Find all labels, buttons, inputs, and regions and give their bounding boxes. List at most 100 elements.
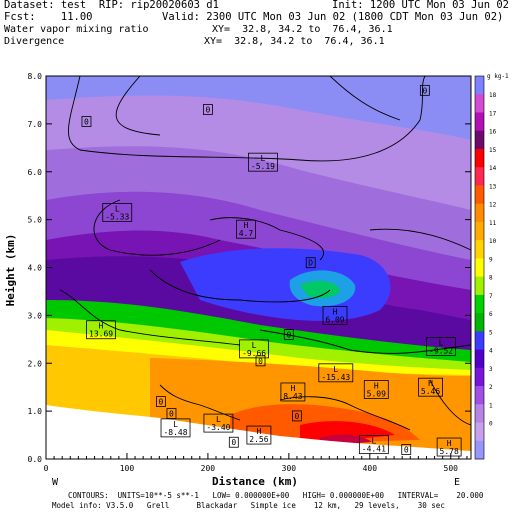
svg-text:8.43: 8.43 xyxy=(283,392,302,401)
colorbar-swatch xyxy=(475,185,484,205)
y-tick-label: 2.0 xyxy=(28,359,43,368)
extremum-label: 0 xyxy=(255,355,266,367)
extremum-label: L-3.40 xyxy=(203,413,234,433)
x-end-label-east: E xyxy=(454,477,460,488)
extremum-label: L-15.43 xyxy=(318,363,354,383)
extremum-label: L-5.19 xyxy=(248,152,278,172)
field1-name: Water vapor mixing ratio xyxy=(4,24,149,35)
extremum-label: H8.43 xyxy=(280,382,306,402)
svg-text:0: 0 xyxy=(258,357,263,366)
svg-text:D: D xyxy=(308,259,313,268)
mixing-ratio-field xyxy=(46,76,471,459)
svg-text:5.78: 5.78 xyxy=(440,447,459,456)
extremum-label: H5.09 xyxy=(363,380,389,399)
colorbar-label: 3 xyxy=(489,366,493,373)
svg-text:0: 0 xyxy=(295,412,300,421)
extremum-label: H13.69 xyxy=(86,320,116,340)
colorbar-swatch xyxy=(475,422,484,442)
svg-text:H: H xyxy=(447,439,452,448)
svg-text:H: H xyxy=(244,221,249,230)
extremum-label: D xyxy=(305,257,316,269)
colorbar-swatch xyxy=(475,221,484,241)
x-tick-label: 0 xyxy=(44,464,49,473)
colorbar-swatch xyxy=(475,112,484,132)
colorbar-swatch xyxy=(475,130,484,150)
svg-text:H: H xyxy=(374,382,379,391)
svg-text:-3.40: -3.40 xyxy=(206,423,230,432)
svg-text:0: 0 xyxy=(286,331,291,340)
svg-text:13.69: 13.69 xyxy=(89,330,113,339)
svg-text:H: H xyxy=(290,384,295,393)
svg-text:0: 0 xyxy=(84,117,89,126)
extremum-label: L-5.33 xyxy=(102,203,133,222)
extremum-label: 0 xyxy=(292,410,302,422)
colorbar-swatch xyxy=(475,313,484,332)
colorbar-label: 14 xyxy=(489,165,497,172)
extremum-label: 0 xyxy=(283,329,294,340)
svg-text:L: L xyxy=(115,204,120,213)
extremum-label: 0 xyxy=(419,84,430,96)
dataset-line: Dataset: test RIP: rip20020603 d1 xyxy=(4,0,219,11)
colorbar-swatch xyxy=(475,349,484,369)
extremum-label: 0 xyxy=(401,444,412,455)
extremum-label: H2.56 xyxy=(246,425,272,445)
svg-text:L: L xyxy=(333,365,338,374)
colorbar-swatch xyxy=(475,94,484,113)
svg-text:H: H xyxy=(333,307,338,316)
extremum-label: H5.46 xyxy=(418,377,443,397)
svg-text:-9.66: -9.66 xyxy=(242,349,266,358)
y-tick-label: 7.0 xyxy=(28,120,43,129)
svg-text:2.56: 2.56 xyxy=(249,435,268,444)
extremum-label: L-4.41 xyxy=(358,435,389,455)
y-tick-label: 4.0 xyxy=(28,264,43,273)
colorbar-label: 2 xyxy=(489,384,493,391)
terrain-mask xyxy=(46,405,471,459)
field2-xy: XY= 32.8, 34.2 to 76.4, 36.1 xyxy=(204,36,385,47)
extremum-label: H6.09 xyxy=(322,305,348,325)
colorbar-label: 4 xyxy=(489,348,493,355)
extremum-label: 0 xyxy=(81,116,92,127)
extremum-label: H4.7 xyxy=(236,219,256,239)
svg-text:0: 0 xyxy=(169,410,174,419)
colorbar-swatch xyxy=(475,203,484,223)
svg-text:-4.41: -4.41 xyxy=(362,445,386,454)
colorbar-label: 6 xyxy=(489,311,493,318)
colorbar-label: 5 xyxy=(489,329,493,336)
svg-text:L: L xyxy=(216,415,221,424)
colorbar-label: 13 xyxy=(489,183,497,190)
footer-model-info: Model info: V3.5.0 Grell Blackadar Simpl… xyxy=(52,501,445,510)
svg-text:L: L xyxy=(439,338,444,347)
x-end-label-west: W xyxy=(52,477,59,488)
svg-text:-5.19: -5.19 xyxy=(251,162,275,171)
colorbar-swatch xyxy=(475,331,484,351)
footer-contours: CONTOURS: UNITS=10**-5 s**-1 LOW= 0.0000… xyxy=(68,491,484,500)
svg-text:0: 0 xyxy=(422,86,427,95)
svg-text:0: 0 xyxy=(404,445,409,454)
extremum-label: L-9.66 xyxy=(239,339,269,359)
y-tick-label: 3.0 xyxy=(28,311,43,320)
svg-text:H: H xyxy=(256,427,261,436)
colorbar-label: 11 xyxy=(489,220,497,227)
colorbar-label: 8 xyxy=(489,275,493,282)
svg-text:L: L xyxy=(261,154,266,163)
y-tick-label: 5.0 xyxy=(28,216,43,225)
colorbar-swatch xyxy=(475,167,484,186)
x-tick-label: 200 xyxy=(201,464,216,473)
extremum-label: L-9.52 xyxy=(426,337,456,356)
x-tick-label: 400 xyxy=(363,464,378,473)
extremum-label: 0 xyxy=(156,396,166,407)
colorbar-swatch xyxy=(475,258,484,278)
colorbar-swatch xyxy=(475,294,484,314)
colorbar-swatch xyxy=(475,76,484,95)
y-axis-label: Height (km) xyxy=(4,234,17,307)
colorbar-label: 18 xyxy=(489,92,497,99)
colorbar-unit: g kg-1 xyxy=(487,73,509,80)
x-axis-label: Distance (km) xyxy=(212,475,298,488)
svg-text:-9.52: -9.52 xyxy=(429,346,453,355)
colorbar-label: 0 xyxy=(489,421,493,428)
svg-text:0: 0 xyxy=(205,106,210,115)
axis-ticks: 0.0 1.0 2.0 3.0 4.0 5.0 6.0 7.0 8.0 0 100 200 300 400… xyxy=(28,72,471,473)
svg-text:L: L xyxy=(252,341,257,350)
